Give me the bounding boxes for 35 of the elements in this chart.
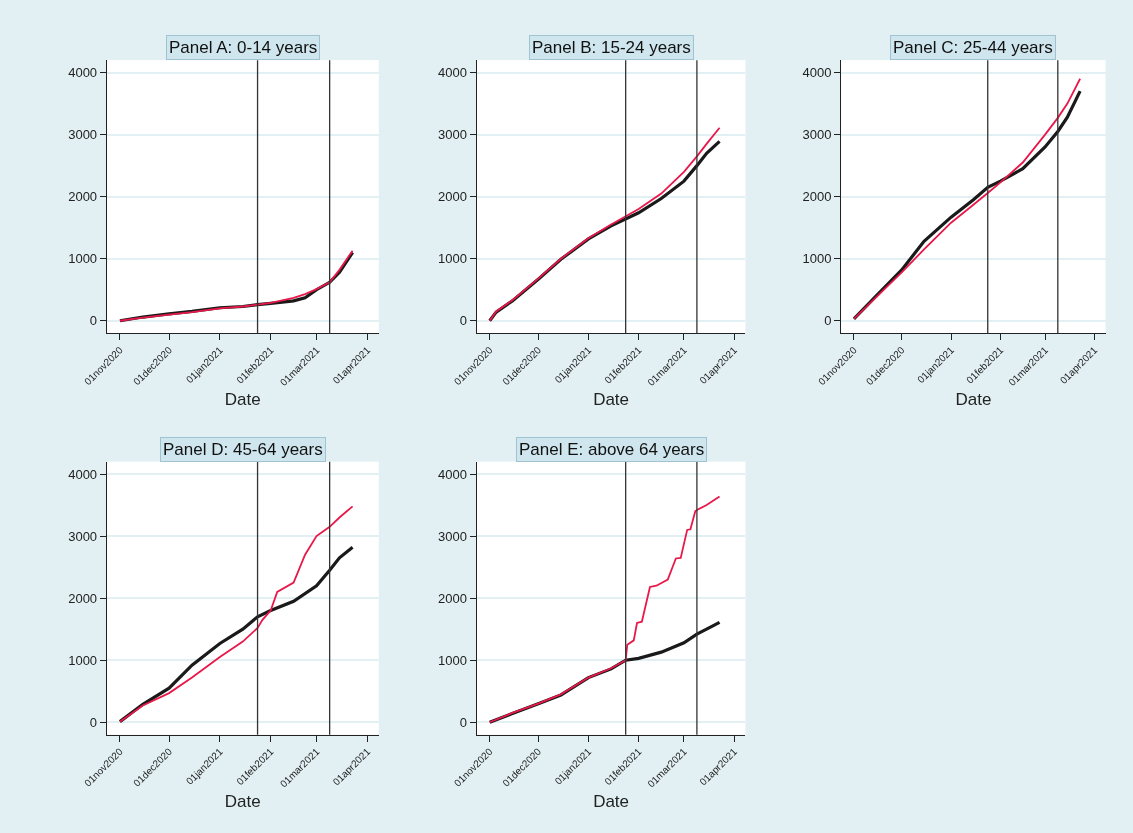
chart-title: Panel D: 45-64 years xyxy=(163,440,323,459)
y-tick-label: 1000 xyxy=(438,251,468,267)
y-tick-label: 1000 xyxy=(802,251,832,267)
y-tick-label: 3000 xyxy=(438,127,468,143)
y-tick-label: 4000 xyxy=(68,65,98,81)
chart-title: Panel B: 15-24 years xyxy=(532,38,691,57)
y-tick-label: 4000 xyxy=(438,65,468,81)
y-tick-label: 2000 xyxy=(802,189,832,205)
y-tick-label: 4000 xyxy=(802,65,832,81)
y-tick-label: 2000 xyxy=(68,189,98,205)
x-axis-title: Date xyxy=(955,390,992,410)
y-tick-label: 4000 xyxy=(438,466,468,482)
y-tick-label: 0 xyxy=(459,714,468,730)
y-tick-label: 0 xyxy=(89,714,98,730)
y-tick-label: 4000 xyxy=(68,466,98,482)
x-axis-title: Date xyxy=(224,390,261,410)
y-tick-label: 0 xyxy=(824,313,832,329)
y-tick-label: 1000 xyxy=(438,652,468,668)
y-tick-label: 3000 xyxy=(68,528,98,544)
chart-title: Panel C: 25-44 years xyxy=(893,38,1053,57)
y-tick-label: 2000 xyxy=(68,590,98,606)
chart-title: Panel E: above 64 years xyxy=(519,440,705,459)
y-tick-label: 3000 xyxy=(438,528,468,544)
y-tick-label: 2000 xyxy=(438,590,468,606)
x-axis-title: Date xyxy=(593,390,630,410)
y-tick-label: 1000 xyxy=(68,251,98,267)
y-tick-label: 3000 xyxy=(68,127,98,143)
x-axis-title: Date xyxy=(593,791,630,811)
x-axis-title: Date xyxy=(224,791,261,811)
y-tick-label: 0 xyxy=(89,313,98,329)
y-tick-label: 1000 xyxy=(68,652,98,668)
y-tick-label: 2000 xyxy=(438,189,468,205)
chart-title: Panel A: 0-14 years xyxy=(169,38,318,57)
y-tick-label: 3000 xyxy=(802,127,832,143)
y-tick-label: 0 xyxy=(459,313,468,329)
